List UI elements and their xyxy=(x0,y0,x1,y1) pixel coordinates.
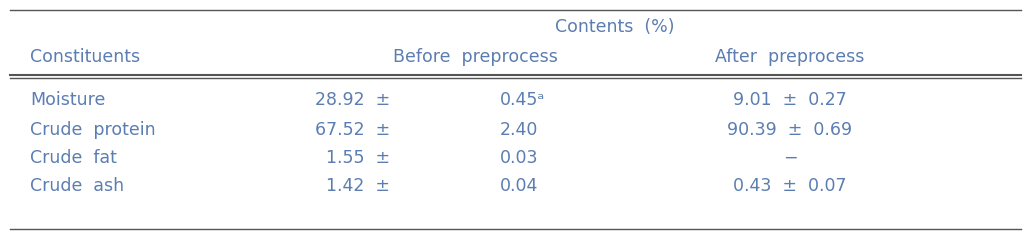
Text: 90.39  ±  0.69: 90.39 ± 0.69 xyxy=(728,121,853,139)
Text: After  preprocess: After preprocess xyxy=(716,48,865,66)
Text: 28.92  ±: 28.92 ± xyxy=(314,91,390,109)
Text: 1.42  ±: 1.42 ± xyxy=(326,177,390,195)
Text: Crude  ash: Crude ash xyxy=(30,177,124,195)
Text: Crude  fat: Crude fat xyxy=(30,149,117,167)
Text: Crude  protein: Crude protein xyxy=(30,121,156,139)
Text: 2.40: 2.40 xyxy=(500,121,538,139)
Text: Contents  (%): Contents (%) xyxy=(556,18,674,36)
Text: 0.03: 0.03 xyxy=(500,149,538,167)
Text: Constituents: Constituents xyxy=(30,48,140,66)
Text: Moisture: Moisture xyxy=(30,91,105,109)
Text: 0.43  ±  0.07: 0.43 ± 0.07 xyxy=(733,177,846,195)
Text: 0.04: 0.04 xyxy=(500,177,538,195)
Text: 67.52  ±: 67.52 ± xyxy=(314,121,390,139)
Text: 1.55  ±: 1.55 ± xyxy=(326,149,390,167)
Text: −: − xyxy=(783,149,797,167)
Text: 0.45ᵃ: 0.45ᵃ xyxy=(500,91,545,109)
Text: 9.01  ±  0.27: 9.01 ± 0.27 xyxy=(733,91,846,109)
Text: Before  preprocess: Before preprocess xyxy=(393,48,558,66)
